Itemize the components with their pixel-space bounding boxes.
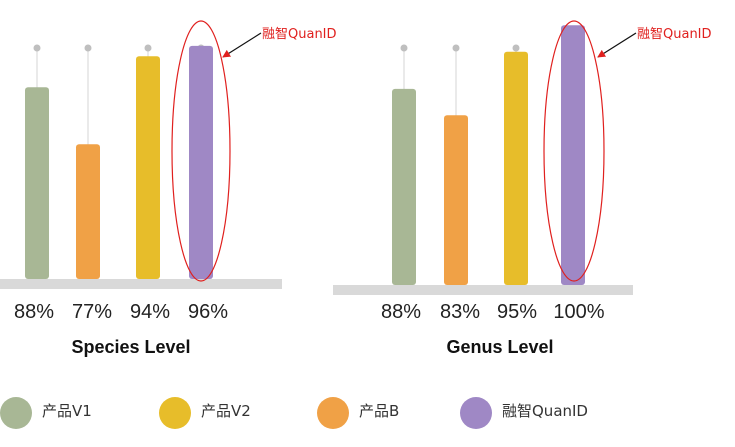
guide-dot (512, 44, 520, 52)
legend-label: 产品V2 (201, 402, 251, 420)
bar (76, 144, 100, 279)
legend-swatch (159, 397, 191, 429)
value-label: 77% (72, 301, 112, 323)
bar (25, 87, 49, 279)
highlight-ellipse (171, 20, 231, 282)
legend-label: 产品B (359, 402, 400, 420)
annotation-label: 融智QuanID (262, 27, 337, 42)
chart-panel: 88% 77% 94% 96% Species Level 融智QuanID (0, 20, 337, 357)
baseline (0, 279, 282, 289)
value-label: 88% (381, 301, 421, 323)
guide-dot (84, 44, 92, 52)
bar (504, 51, 528, 285)
guide-dot (452, 44, 460, 52)
value-label: 94% (130, 301, 170, 323)
legend: 产品V1 产品V2 产品B 融智QuanID (0, 396, 735, 432)
value-label: 88% (14, 301, 54, 323)
legend-swatch (317, 397, 349, 429)
bar (392, 88, 416, 285)
chart-title: Species Level (71, 337, 190, 357)
bar (444, 115, 468, 285)
guide-dot (144, 44, 152, 52)
baseline (333, 285, 633, 295)
chart-title: Genus Level (446, 337, 553, 357)
bar (136, 56, 160, 280)
bar (561, 25, 585, 285)
chart-panel: 88% 83% 95% 100%Genus Level 融智QuanID (333, 20, 712, 357)
bar (189, 45, 213, 279)
value-label: 83% (440, 301, 480, 323)
value-label: 100% (553, 301, 604, 323)
annotation-arrow (222, 32, 262, 58)
annotation-label: 融智QuanID (637, 27, 712, 42)
annotation-arrow (597, 32, 637, 58)
legend-label: 产品V1 (42, 402, 92, 420)
value-label: 95% (497, 301, 537, 323)
guide-dot (33, 44, 41, 52)
legend-swatch (460, 397, 492, 429)
highlight-ellipse (543, 20, 605, 282)
guide-dot (400, 44, 408, 52)
value-label: 96% (188, 301, 228, 323)
legend-label: 融智QuanID (502, 402, 588, 420)
legend-swatch (0, 397, 32, 429)
